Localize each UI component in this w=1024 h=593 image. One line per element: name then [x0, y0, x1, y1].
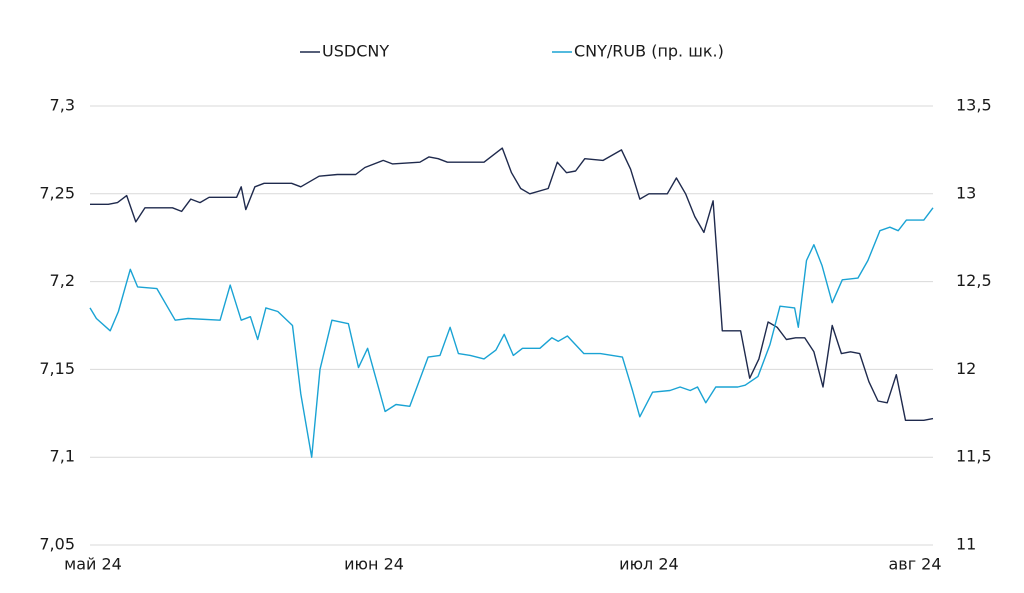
x-tick-label: май 24 [64, 555, 122, 574]
line [89, 207, 934, 458]
y-tick-label: 7,15 [39, 359, 75, 378]
line [90, 147, 934, 421]
y-tick-label: 7,2 [50, 271, 75, 290]
y2-tick-label: 11,5 [956, 447, 992, 466]
legend-label: USDCNY [322, 42, 389, 61]
y-tick-label: 7,05 [39, 535, 75, 554]
y2-tick-label: 13,5 [956, 96, 992, 115]
y-tick-label: 7,3 [50, 96, 75, 115]
y-tick-label: 7,25 [39, 183, 75, 202]
y2-tick-label: 12 [956, 359, 976, 378]
x-tick-label: июл 24 [619, 555, 679, 574]
y2-tick-label: 12,5 [956, 271, 992, 290]
y-tick-label: 7,1 [50, 447, 75, 466]
y2-tick-label: 13 [956, 183, 976, 202]
x-tick-label: июн 24 [344, 555, 404, 574]
legend-label: CNY/RUB (пр. шк.) [574, 42, 724, 61]
y2-tick-label: 11 [956, 535, 976, 554]
x-tick-label: авг 24 [888, 555, 941, 574]
